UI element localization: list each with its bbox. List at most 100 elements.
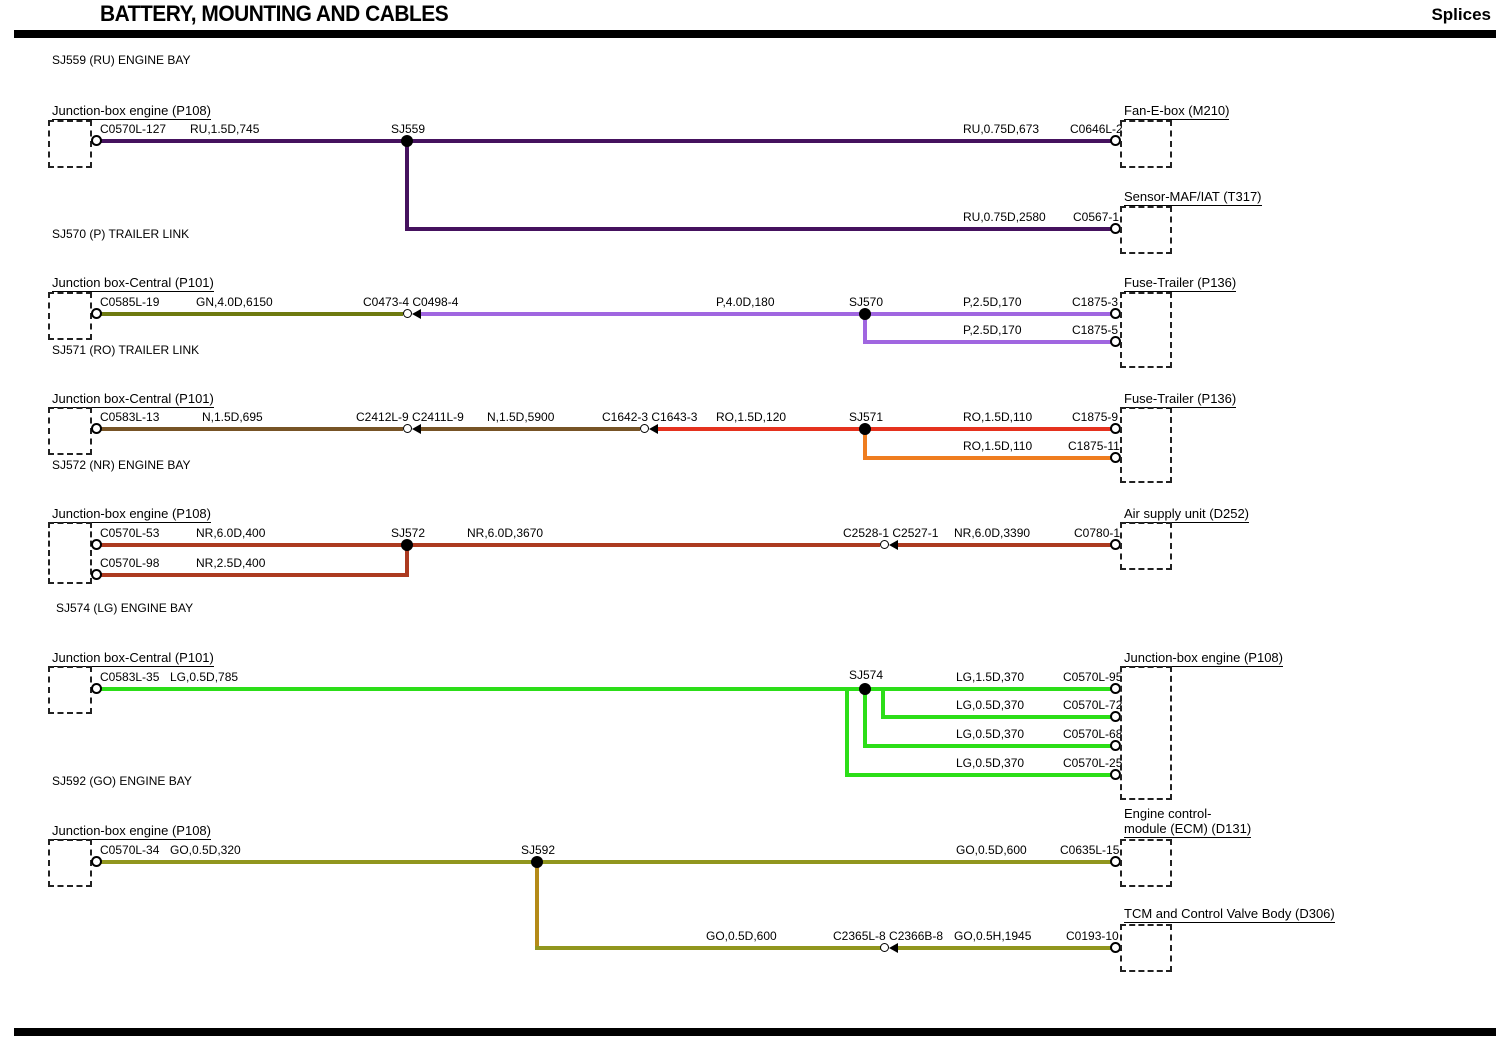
wire-label: NR,6.0D,400	[196, 526, 266, 540]
connector-box	[48, 666, 92, 714]
connector-box	[48, 839, 92, 887]
wire-sj574-drop2	[863, 689, 867, 748]
pin-label: C0570L-95	[1063, 670, 1123, 684]
wire-label: P,4.0D,180	[716, 295, 775, 309]
component-title: Engine control-	[1124, 806, 1212, 821]
pin-label: C0567-1	[1073, 210, 1120, 224]
pin-label: C1875-5	[1072, 323, 1119, 337]
wire-label: RU,1.5D,745	[190, 122, 260, 136]
connector-box	[48, 407, 92, 455]
wire-label: P,2.5D,170	[963, 323, 1022, 337]
wire-label: GO,0.5D,600	[706, 929, 777, 943]
wire-sj592-branch-a	[535, 946, 881, 950]
splice-label: SJ559	[391, 122, 426, 136]
inline-connector-arrow-icon	[412, 309, 421, 319]
wire-label: LG,0.5D,370	[956, 727, 1025, 741]
pin-label: C0570L-72	[1063, 698, 1123, 712]
connector-label: C2365L-8 C2366B-8	[833, 929, 944, 943]
section-header: SJ570 (P) TRAILER LINK	[52, 227, 190, 241]
connector-box	[48, 120, 92, 168]
connector-box	[1120, 522, 1172, 570]
pin-label: C0570L-127	[100, 122, 167, 136]
section-header: SJ559 (RU) ENGINE BAY	[52, 53, 191, 67]
wire-sj592-drop	[535, 862, 539, 950]
top-rule	[14, 30, 1496, 38]
inline-connector-arrow-icon	[889, 540, 898, 550]
wire-sj574-drop1	[881, 689, 885, 719]
wire-sj572-main-a	[100, 543, 880, 547]
section-header: SJ571 (RO) TRAILER LINK	[52, 343, 200, 357]
wire-label: P,2.5D,170	[963, 295, 1022, 309]
component-title: Junction-box engine (P108)	[1124, 650, 1283, 667]
component-title: Junction box-Central (P101)	[52, 391, 214, 408]
wire-label: RO,1.5D,120	[716, 410, 787, 424]
wire-label: GO,0.5D,320	[170, 843, 241, 857]
wire-label: NR,6.0D,3670	[467, 526, 544, 540]
connector-label: C0473-4 C0498-4	[363, 295, 459, 309]
inline-connector-circle-icon	[880, 943, 889, 952]
connector-label: C2528-1 C2527-1	[843, 526, 939, 540]
wire-label: GN,4.0D,6150	[196, 295, 273, 309]
section-header: SJ572 (NR) ENGINE BAY	[52, 458, 191, 472]
wire-sj570-gn	[100, 312, 403, 316]
inline-connector-arrow-icon	[889, 943, 898, 953]
wire-label: RU,0.75D,2580	[963, 210, 1046, 224]
wire-label: RO,1.5D,110	[963, 439, 1033, 453]
wire-sj571-n1	[100, 427, 403, 431]
wire-sj559-drop	[405, 141, 409, 229]
inline-connector-circle-icon	[403, 424, 412, 433]
connector-box	[1120, 120, 1172, 168]
inline-connector-arrow-icon	[412, 424, 421, 434]
wire-sj570-p	[421, 312, 1117, 316]
bottom-rule	[14, 1028, 1496, 1036]
connector-box	[1120, 839, 1172, 887]
pin-label: C0585L-19	[100, 295, 160, 309]
wire-label: RO,1.5D,110	[963, 410, 1033, 424]
wire-sj574-branch1	[881, 715, 1117, 719]
pin-label: C0570L-98	[100, 556, 160, 570]
wire-label: LG,1.5D,370	[956, 670, 1025, 684]
pin-label: C1875-3	[1072, 295, 1119, 309]
splice-dot	[859, 423, 871, 435]
wire-sj571-branch	[863, 456, 1117, 460]
splice-dot	[401, 539, 413, 551]
inline-connector-circle-icon	[880, 540, 889, 549]
pin-label: C0646L-2	[1070, 122, 1123, 136]
wire-sj559-main	[100, 139, 1117, 143]
wire-sj574-drop3	[845, 689, 849, 777]
splice-label: SJ570	[849, 295, 884, 309]
wire-sj572-main-b	[898, 543, 1117, 547]
wire-label: N,1.5D,695	[202, 410, 263, 424]
component-title: Sensor-MAF/IAT (T317)	[1124, 189, 1262, 206]
pin-label: C0193-10	[1066, 929, 1119, 943]
pin-circle	[91, 135, 102, 146]
wire-label: NR,2.5D,400	[196, 556, 266, 570]
splice-label: SJ572	[391, 526, 426, 540]
connector-box	[1120, 666, 1172, 800]
wire-label: LG,0.5D,785	[170, 670, 239, 684]
wire-sj592-branch-b	[898, 946, 1117, 950]
connector-box	[1120, 924, 1172, 972]
component-title: Junction box-Central (P101)	[52, 650, 214, 667]
section-header: SJ574 (LG) ENGINE BAY	[56, 601, 194, 615]
component-title: Junction box-Central (P101)	[52, 275, 214, 292]
splice-dot	[859, 308, 871, 320]
component-title: TCM and Control Valve Body (D306)	[1124, 906, 1335, 923]
inline-connector-arrow-icon	[649, 424, 658, 434]
wire-sj571-ro	[658, 427, 1117, 431]
wire-sj571-n2	[421, 427, 640, 431]
pin-label: C1875-9	[1072, 410, 1119, 424]
component-title: Junction-box engine (P108)	[52, 823, 211, 840]
connector-label: C2412L-9 C2411L-9	[356, 410, 464, 424]
connector-label: C1642-3 C1643-3	[602, 410, 698, 424]
pin-label: C0583L-13	[100, 410, 160, 424]
component-title: Junction-box engine (P108)	[52, 506, 211, 523]
component-title: module (ECM) (D131)	[1124, 821, 1252, 838]
wire-label: GO,0.5H,1945	[954, 929, 1032, 943]
pin-circle	[91, 683, 102, 694]
page-corner-label: Splices	[1431, 5, 1491, 24]
component-title: Junction-box engine (P108)	[52, 103, 211, 120]
pin-label: C0570L-53	[100, 526, 160, 540]
pin-circle	[91, 569, 102, 580]
wire-sj574-main	[100, 687, 1117, 691]
